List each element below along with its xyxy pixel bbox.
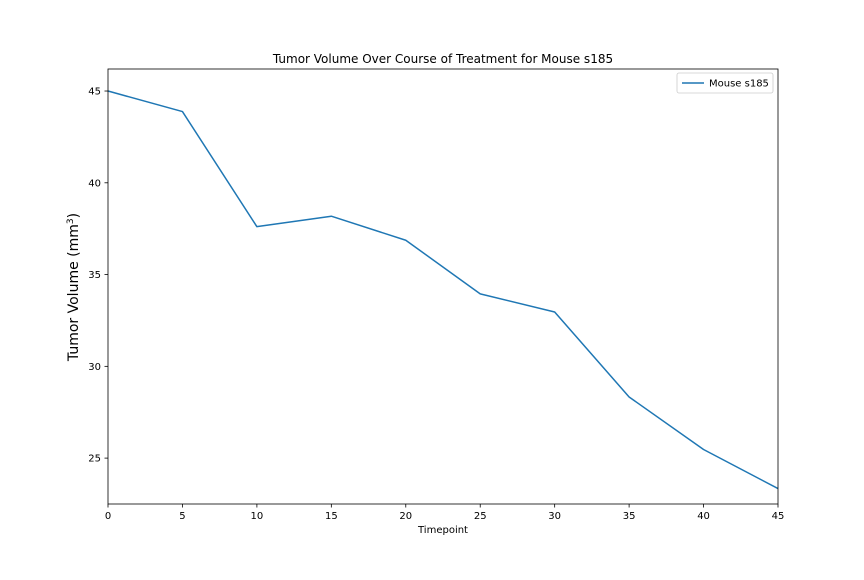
x-tick-label: 45 <box>772 511 785 522</box>
x-tick-label: 15 <box>325 511 338 522</box>
x-axis: 0 5 10 15 20 25 30 35 40 45 <box>105 504 785 522</box>
x-tick-label: 10 <box>251 511 264 522</box>
plot-frame <box>107 68 779 505</box>
y-tick-label: 30 <box>88 362 101 373</box>
x-tick-label: 35 <box>623 511 636 522</box>
legend-box <box>676 72 774 94</box>
y-tick-label: 25 <box>88 454 101 465</box>
y-tick-label: 40 <box>88 178 101 189</box>
y-axis-title-main: Tumor Volume (mm <box>66 224 82 362</box>
x-tick-label: 30 <box>548 511 561 522</box>
y-tick-label: 45 <box>88 87 101 98</box>
y-axis: 25 30 35 40 45 <box>88 87 108 465</box>
x-tick-label: 0 <box>105 511 111 522</box>
y-tick-label: 35 <box>88 270 101 281</box>
y-axis-title-close: ) <box>66 213 82 218</box>
x-tick-label: 40 <box>697 511 710 522</box>
x-tick-label: 20 <box>399 511 412 522</box>
x-tick-label: 25 <box>474 511 487 522</box>
y-axis-title: Tumor Volume (mm3) <box>66 213 82 362</box>
x-axis-title: Timepoint <box>417 525 468 536</box>
x-tick-label: 5 <box>179 511 185 522</box>
series-line-mouse-s185 <box>107 90 779 490</box>
y-axis-title-superscript: 3 <box>66 218 76 224</box>
legend-label: Mouse s185 <box>709 79 769 90</box>
legend: Mouse s185 <box>676 72 774 94</box>
chart-title: Tumor Volume Over Course of Treatment fo… <box>272 52 613 66</box>
